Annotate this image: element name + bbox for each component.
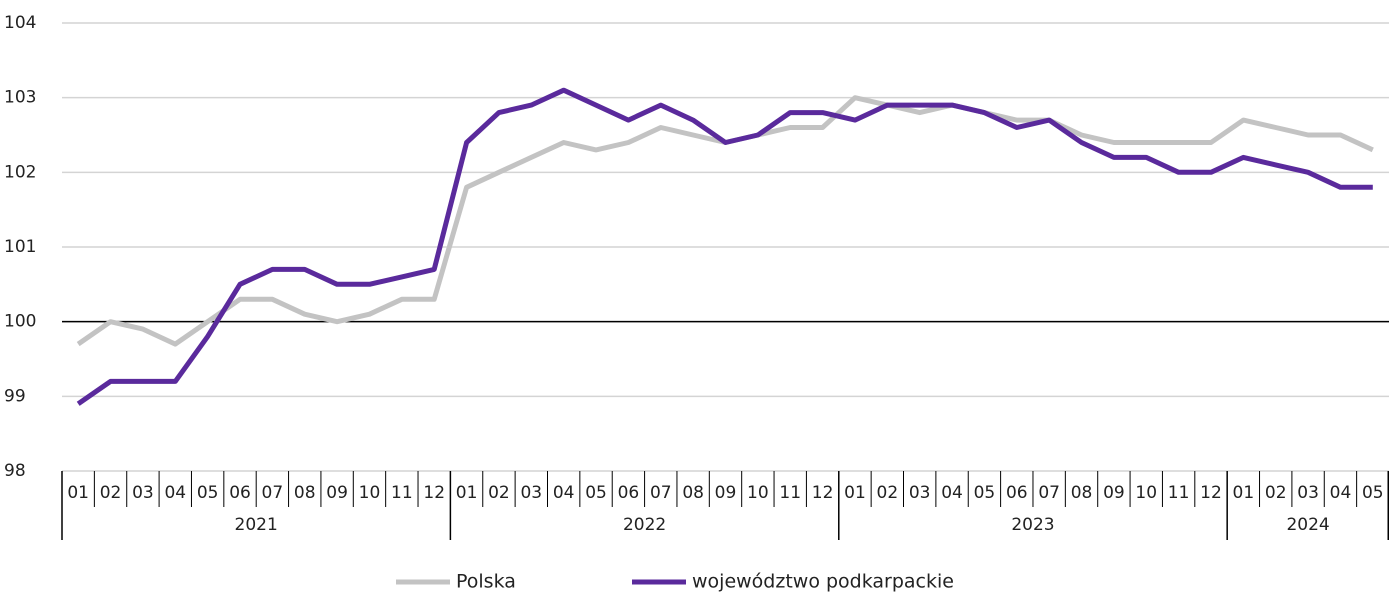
y-tick-label: 103 bbox=[4, 88, 36, 108]
x-tick-label: 07 bbox=[262, 483, 284, 503]
x-tick-label: 06 bbox=[618, 483, 640, 503]
x-tick-label: 01 bbox=[456, 483, 478, 503]
x-tick-label: 01 bbox=[844, 483, 866, 503]
x-tick-label: 05 bbox=[197, 483, 219, 503]
x-tick-label: 01 bbox=[1233, 483, 1255, 503]
y-tick-label: 99 bbox=[4, 386, 26, 406]
x-tick-label: 12 bbox=[1200, 483, 1222, 503]
x-tick-label: 08 bbox=[682, 483, 704, 503]
x-tick-label: 06 bbox=[1006, 483, 1028, 503]
x-group-label: 2022 bbox=[623, 515, 666, 535]
x-tick-label: 08 bbox=[1071, 483, 1093, 503]
y-tick-label: 98 bbox=[4, 461, 26, 481]
x-tick-label: 12 bbox=[423, 483, 445, 503]
series-line bbox=[76, 87, 1373, 406]
x-tick-label: 04 bbox=[164, 483, 186, 503]
x-tick-label: 09 bbox=[1103, 483, 1125, 503]
x-tick-label: 07 bbox=[1038, 483, 1060, 503]
legend-label: Polska bbox=[456, 571, 516, 593]
legend-label: województwo podkarpackie bbox=[692, 571, 954, 593]
y-tick-label: 104 bbox=[4, 13, 36, 33]
x-tick-label: 03 bbox=[520, 483, 542, 503]
x-tick-label: 02 bbox=[100, 483, 122, 503]
x-tick-label: 03 bbox=[132, 483, 154, 503]
x-tick-label: 11 bbox=[391, 483, 413, 503]
x-tick-label: 08 bbox=[294, 483, 316, 503]
x-tick-label: 07 bbox=[650, 483, 672, 503]
x-tick-label: 04 bbox=[553, 483, 575, 503]
x-tick-label: 11 bbox=[779, 483, 801, 503]
x-tick-label: 06 bbox=[229, 483, 251, 503]
x-group-label: 2023 bbox=[1011, 515, 1054, 535]
x-tick-label: 10 bbox=[1135, 483, 1157, 503]
x-tick-label: 03 bbox=[1297, 483, 1319, 503]
x-tick-label: 03 bbox=[909, 483, 931, 503]
x-tick-label: 02 bbox=[1265, 483, 1287, 503]
x-tick-label: 04 bbox=[941, 483, 963, 503]
x-tick-label: 05 bbox=[585, 483, 607, 503]
x-group-label: 2024 bbox=[1286, 515, 1329, 535]
x-tick-label: 09 bbox=[715, 483, 737, 503]
y-tick-label: 100 bbox=[4, 312, 36, 332]
x-tick-label: 10 bbox=[747, 483, 769, 503]
x-tick-label: 05 bbox=[974, 483, 996, 503]
x-tick-label: 09 bbox=[326, 483, 348, 503]
x-tick-label: 05 bbox=[1362, 483, 1384, 503]
x-tick-label: 11 bbox=[1168, 483, 1190, 503]
x-tick-label: 02 bbox=[877, 483, 899, 503]
x-tick-label: 01 bbox=[67, 483, 89, 503]
y-tick-label: 102 bbox=[4, 162, 36, 182]
x-tick-label: 02 bbox=[488, 483, 510, 503]
series-line bbox=[76, 95, 1374, 347]
x-group-label: 2021 bbox=[235, 515, 278, 535]
y-tick-label: 101 bbox=[4, 237, 36, 257]
x-tick-label: 10 bbox=[359, 483, 381, 503]
x-tick-label: 04 bbox=[1330, 483, 1352, 503]
x-tick-label: 12 bbox=[812, 483, 834, 503]
